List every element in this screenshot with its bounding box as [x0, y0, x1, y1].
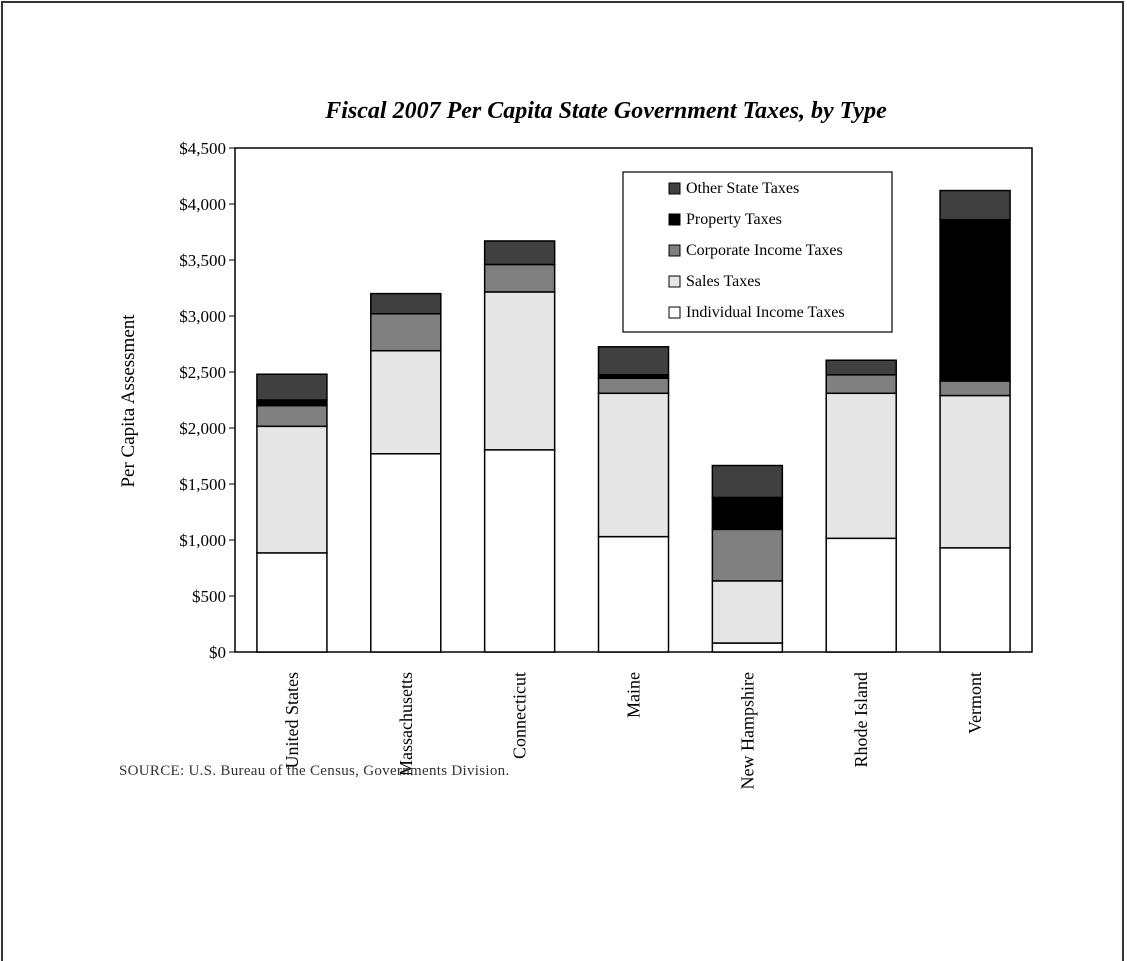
legend-swatch-sales-taxes — [668, 275, 681, 288]
bars-group — [256, 189, 1011, 653]
bar-rhode-island-individual-income-taxes — [825, 537, 897, 653]
bar-connecticut-corporate-income-taxes — [483, 263, 556, 293]
bar-new-hampshire-sales-taxes — [711, 580, 784, 644]
bar-new-hampshire-individual-income-taxes — [711, 642, 784, 653]
bar-vermont-other-state-taxes — [939, 189, 1011, 221]
bar-united-states-other-state-taxes — [256, 373, 328, 401]
bar-rhode-island-sales-taxes — [825, 392, 897, 540]
bar-maine-corporate-income-taxes — [597, 377, 670, 395]
bar-connecticut-sales-taxes — [483, 291, 556, 451]
y-tick-label: $2,500 — [179, 363, 226, 382]
y-tick-label: $1,000 — [179, 531, 226, 550]
legend-box — [622, 171, 893, 333]
y-tick-label: $1,500 — [179, 475, 226, 494]
chart-title: Fiscal 2007 Per Capita State Government … — [324, 98, 887, 124]
bar-maine-other-state-taxes — [597, 346, 670, 376]
legend-label-corporate-income-taxes: Corporate Income Taxes — [686, 242, 843, 259]
y-tick-label: $2,000 — [179, 419, 226, 438]
plot-area: $0 $500 $1,000 $1,500 $2,000 $2,500 $3,000 $3,5… — [179, 139, 1033, 789]
y-tick-label: $3,500 — [179, 251, 226, 270]
legend-label-other-state-taxes: Other State Taxes — [686, 180, 799, 197]
bar-new-hampshire-corporate-income-taxes — [711, 528, 784, 582]
bar-massachusetts-sales-taxes — [370, 349, 442, 455]
x-tick-label-maine: Maine — [624, 672, 644, 718]
y-tick-label: $4,500 — [179, 139, 226, 158]
legend-swatch-individual-income-taxes — [668, 306, 681, 319]
x-tick-label-new-hampshire: New Hampshire — [737, 672, 757, 789]
bar-vermont-sales-taxes — [939, 394, 1011, 549]
legend-swatch-other-state-taxes — [668, 182, 681, 195]
x-tick-label-massachusetts: Massachusetts — [396, 672, 416, 776]
bar-massachusetts-individual-income-taxes — [370, 453, 442, 653]
bar-connecticut-other-state-taxes — [483, 240, 556, 266]
bar-rhode-island-other-state-taxes — [825, 359, 897, 376]
source-note: SOURCE: U.S. Bureau of the Census, Gover… — [119, 763, 510, 779]
bar-massachusetts-corporate-income-taxes — [370, 313, 442, 352]
y-tick-label: $3,000 — [179, 307, 226, 326]
bar-united-states-property-taxes — [256, 399, 328, 407]
bar-vermont-corporate-income-taxes — [939, 380, 1011, 397]
bar-vermont-individual-income-taxes — [939, 547, 1011, 653]
legend-label-property-taxes: Property Taxes — [686, 211, 782, 228]
bar-massachusetts-other-state-taxes — [370, 292, 442, 315]
x-tick-label-united-states: United States — [282, 672, 302, 769]
legend-swatch-property-taxes — [668, 213, 681, 226]
x-tick-label-rhode-island: Rhode Island — [851, 672, 871, 767]
bar-new-hampshire-property-taxes — [711, 496, 784, 531]
bar-rhode-island-corporate-income-taxes — [825, 374, 897, 395]
y-tick-label: $0 — [209, 643, 226, 662]
bar-united-states-corporate-income-taxes — [256, 404, 328, 428]
x-axis: United States Massachusetts Connecticut Mai… — [282, 672, 985, 789]
bar-united-states-sales-taxes — [256, 425, 328, 554]
bar-connecticut-individual-income-taxes — [483, 449, 556, 653]
bar-maine-individual-income-taxes — [597, 535, 670, 653]
bar-maine-sales-taxes — [597, 392, 670, 538]
x-tick-label-vermont: Vermont — [965, 672, 985, 734]
bar-united-states-individual-income-taxes — [256, 552, 328, 653]
bar-vermont-property-taxes — [939, 218, 1011, 382]
x-tick-label-connecticut: Connecticut — [510, 672, 530, 759]
y-axis: $0 $500 $1,000 $1,500 $2,000 $2,500 $3,000 $3,5… — [179, 139, 235, 662]
legend-label-individual-income-taxes: Individual Income Taxes — [686, 304, 845, 321]
y-tick-label: $4,000 — [179, 195, 226, 214]
y-tick-label: $500 — [192, 587, 226, 606]
y-axis-label: Per Capita Assessment — [118, 314, 139, 488]
legend-label-sales-taxes: Sales Taxes — [686, 273, 761, 290]
bar-new-hampshire-other-state-taxes — [711, 464, 784, 499]
legend: Other State Taxes Property Taxes Corporate… — [622, 171, 893, 333]
legend-swatch-corporate-income-taxes — [668, 244, 681, 257]
